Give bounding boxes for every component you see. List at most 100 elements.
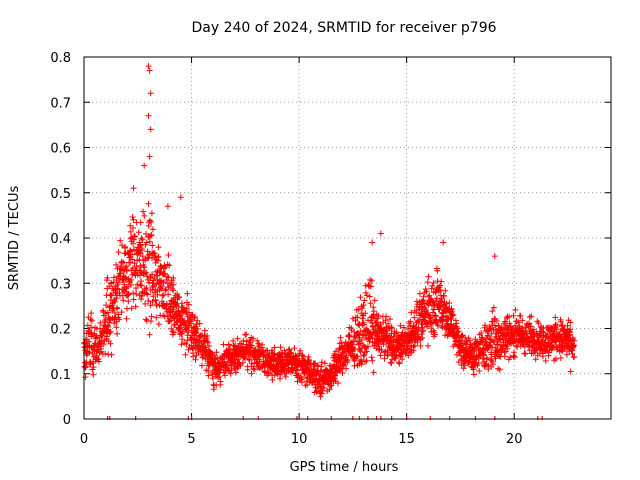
data-point [153, 302, 160, 309]
data-point [430, 279, 437, 286]
data-point [132, 303, 139, 310]
data-point [387, 359, 394, 366]
data-point [369, 334, 376, 341]
data-point [100, 307, 106, 314]
data-point [482, 322, 489, 329]
data-point [369, 239, 376, 246]
data-point [146, 238, 153, 245]
data-point [408, 309, 415, 316]
data-point [148, 231, 155, 238]
data-point [170, 275, 177, 281]
data-point [162, 287, 169, 294]
data-point [363, 348, 370, 355]
data-point [128, 276, 135, 283]
data-point [129, 214, 136, 220]
data-point [526, 347, 533, 354]
data-point [269, 347, 275, 354]
x-tick-label: 5 [187, 432, 195, 447]
data-point [373, 319, 380, 326]
data-point [458, 332, 465, 339]
data-point [168, 317, 175, 324]
data-point [367, 330, 374, 337]
data-point [97, 319, 104, 326]
data-point [152, 252, 159, 259]
data-point [143, 239, 150, 246]
data-point [318, 390, 325, 397]
data-point [213, 349, 220, 356]
data-point [354, 314, 361, 321]
data-point [423, 288, 430, 295]
data-point [383, 313, 390, 320]
data-point [88, 310, 95, 317]
data-point [191, 315, 198, 322]
data-point [137, 262, 144, 269]
data-point [388, 325, 395, 331]
data-point [357, 294, 364, 301]
data-point [488, 351, 495, 358]
data-point [246, 357, 253, 363]
data-point [182, 351, 189, 358]
data-point [494, 328, 501, 335]
data-point [84, 322, 91, 329]
data-point [383, 324, 390, 331]
data-point [217, 378, 224, 385]
data-point [111, 298, 118, 305]
data-point [393, 329, 400, 336]
data-point [115, 249, 122, 256]
data-point [313, 388, 320, 395]
data-point [532, 356, 539, 363]
data-point [146, 279, 153, 286]
data-point [248, 370, 255, 377]
data-point [144, 248, 151, 255]
data-point [199, 362, 205, 369]
data-point [542, 357, 549, 364]
data-point [192, 356, 199, 363]
data-point [209, 375, 216, 382]
data-point [146, 331, 153, 338]
data-point [165, 274, 172, 281]
data-point [440, 239, 447, 246]
data-point [475, 341, 482, 348]
data-point [427, 314, 434, 321]
data-point [149, 271, 156, 278]
data-point [490, 304, 497, 311]
data-point [89, 350, 96, 357]
data-point [191, 324, 198, 331]
data-point [147, 302, 154, 309]
data-point [552, 314, 559, 321]
data-point [104, 274, 111, 281]
y-tick-label: 0.4 [50, 232, 71, 247]
data-point [138, 296, 145, 303]
x-tick-label: 20 [506, 432, 523, 447]
data-point [147, 90, 154, 97]
data-point [181, 304, 187, 311]
data-point [135, 229, 142, 236]
data-point [136, 256, 143, 263]
data-point [306, 357, 313, 364]
data-point [106, 330, 113, 336]
data-point [220, 341, 227, 348]
data-point [148, 210, 155, 217]
data-point [130, 240, 136, 247]
data-point [90, 371, 97, 378]
data-point [486, 336, 493, 342]
data-point [416, 290, 423, 297]
data-point [255, 340, 262, 347]
data-point [307, 361, 314, 368]
data-point [114, 330, 121, 337]
data-point [169, 328, 176, 335]
data-point [424, 279, 431, 286]
data-point [486, 342, 493, 349]
data-point [184, 290, 191, 297]
data-point [471, 371, 477, 378]
data-point [247, 339, 254, 346]
data-point [147, 318, 154, 325]
data-point [155, 253, 162, 260]
data-point [140, 208, 147, 215]
data-point [299, 352, 306, 359]
data-point [183, 341, 190, 347]
y-tick-label: 0 [63, 413, 71, 428]
data-points [81, 63, 578, 420]
data-point [225, 341, 232, 348]
data-point [227, 370, 234, 377]
